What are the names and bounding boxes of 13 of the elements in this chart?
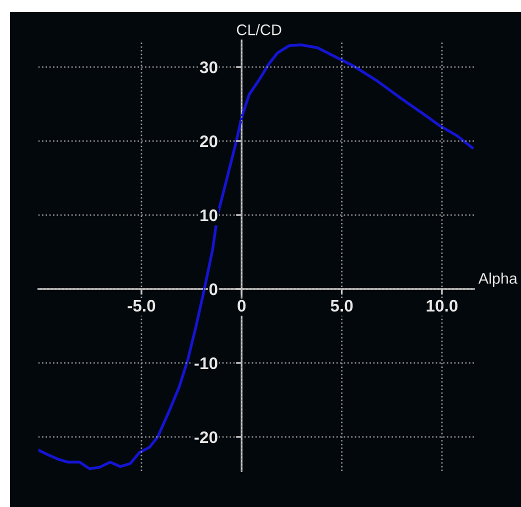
line-series: [38, 43, 474, 470]
y-tick-label: 20: [200, 135, 218, 148]
x-tick-label: 0: [238, 300, 246, 312]
y-tick-label: 10: [200, 209, 218, 222]
x-tick-label: -5.0: [128, 300, 156, 312]
y-tick-label: 30: [200, 61, 218, 74]
y-tick-label: 0: [209, 283, 218, 296]
y-axis-title: CL/CD: [236, 24, 282, 36]
y-tick-label: -10: [194, 357, 218, 370]
x-tick-label: 10.0: [426, 300, 458, 312]
x-axis-title: Alpha: [478, 272, 518, 287]
y-tick-label: -20: [194, 431, 218, 444]
x-tick-label: 5.0: [330, 300, 353, 312]
